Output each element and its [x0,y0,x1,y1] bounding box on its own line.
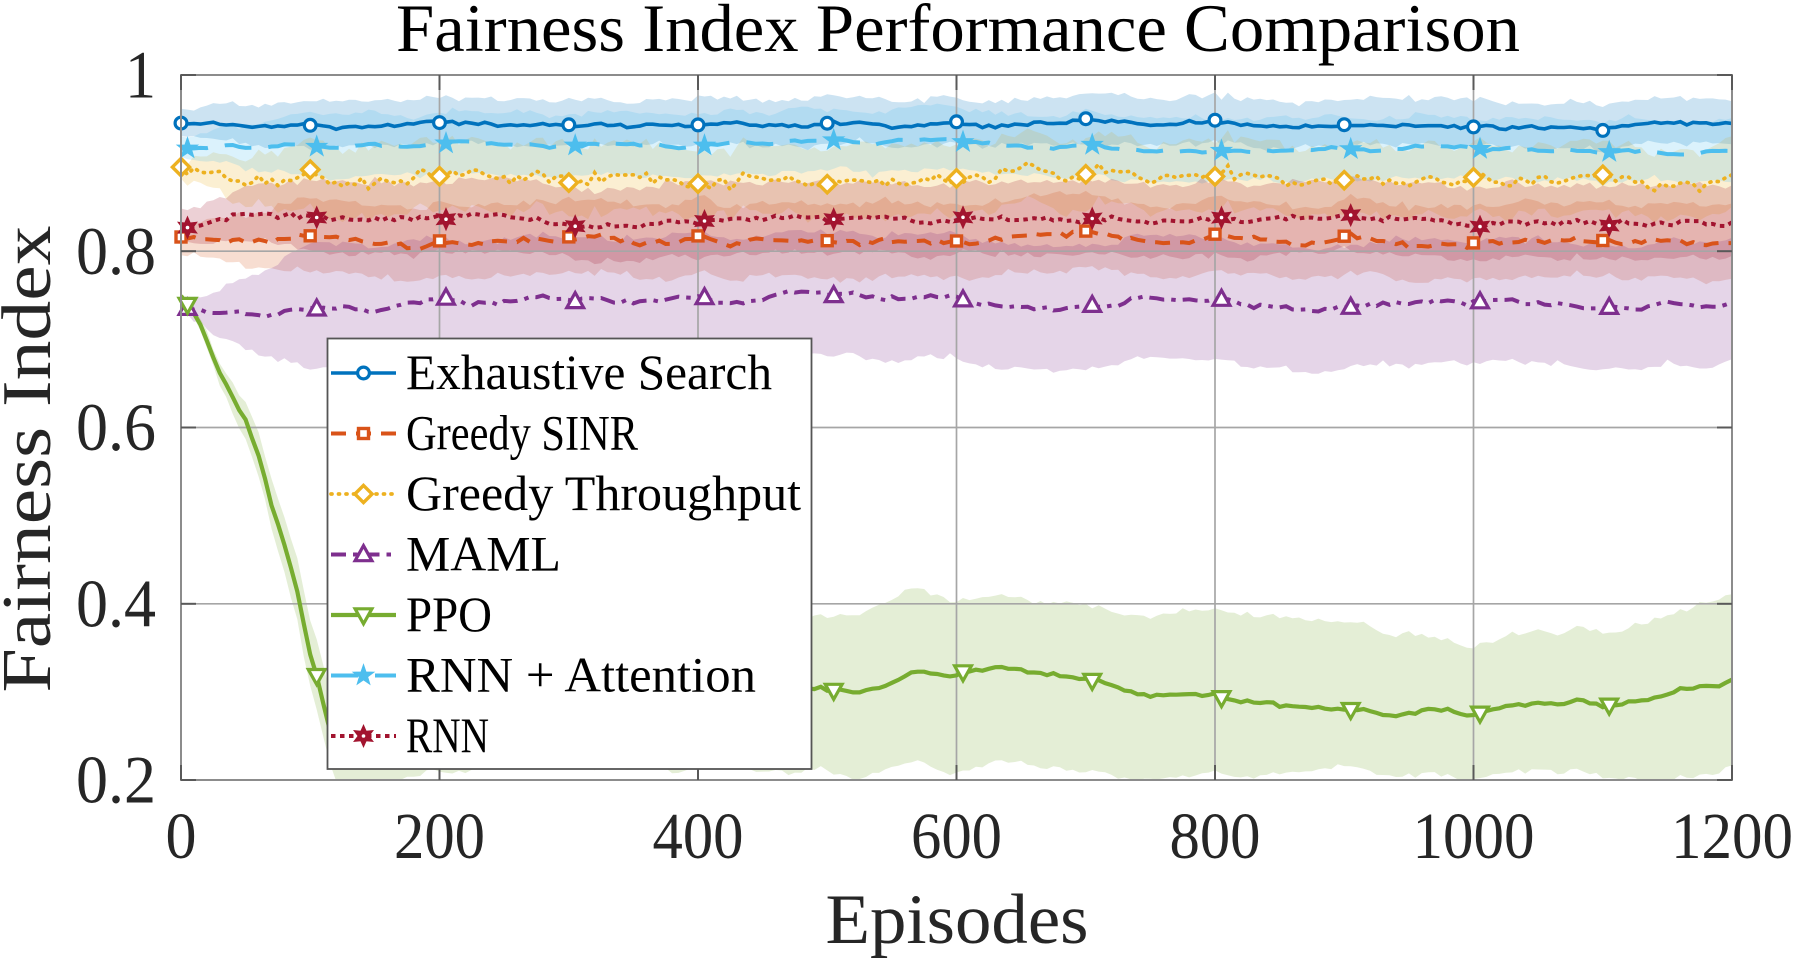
svg-text:PPO: PPO [406,586,492,642]
svg-text:0.2: 0.2 [76,742,156,818]
svg-text:MAML: MAML [406,526,561,582]
svg-text:Greedy Throughput: Greedy Throughput [406,465,801,521]
svg-text:1: 1 [125,37,156,113]
svg-text:Episodes: Episodes [826,881,1089,958]
svg-text:Fairness Index: Fairness Index [0,226,66,693]
svg-text:600: 600 [911,800,1002,873]
svg-text:Exhaustive Search: Exhaustive Search [406,344,772,400]
svg-text:200: 200 [394,800,485,873]
svg-text:0.4: 0.4 [76,565,156,641]
svg-text:400: 400 [653,800,744,873]
svg-text:0.8: 0.8 [76,213,156,289]
svg-text:RNN + Attention: RNN + Attention [406,647,756,703]
svg-text:0: 0 [166,800,197,873]
svg-text:1000: 1000 [1413,800,1535,873]
svg-text:RNN: RNN [406,707,489,763]
svg-text:Greedy SINR: Greedy SINR [406,405,639,461]
svg-text:1200: 1200 [1671,800,1793,873]
svg-text:Fairness Index Performance Com: Fairness Index Performance Comparison [396,0,1520,66]
svg-text:0.6: 0.6 [76,389,156,465]
svg-text:800: 800 [1170,800,1261,873]
